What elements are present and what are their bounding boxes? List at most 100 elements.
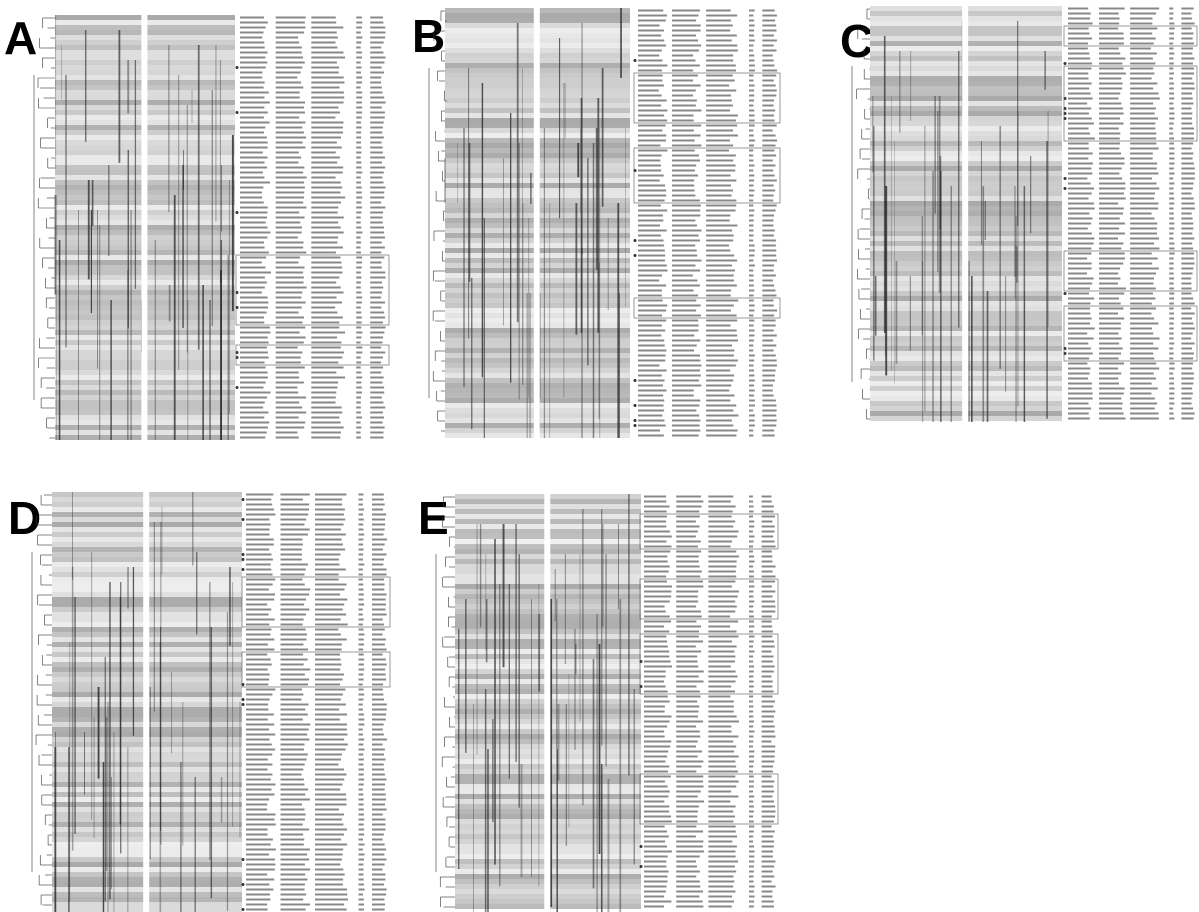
info-text — [749, 239, 754, 242]
info-text — [240, 336, 268, 339]
info-text — [749, 800, 754, 803]
info-text — [275, 36, 299, 39]
info-text — [356, 176, 361, 179]
info-text — [370, 311, 385, 314]
info-text — [638, 274, 662, 277]
info-text — [1130, 77, 1152, 80]
info-text — [1099, 362, 1125, 365]
info-text — [356, 191, 362, 194]
info-text — [356, 56, 363, 59]
info-text — [638, 324, 662, 327]
info-text — [644, 805, 670, 808]
info-text — [676, 565, 700, 568]
info-text — [275, 426, 305, 429]
info-text — [315, 688, 346, 691]
info-text — [762, 314, 775, 317]
info-text — [311, 276, 340, 279]
info-text — [676, 740, 698, 743]
info-text — [246, 878, 275, 881]
info-text — [280, 908, 306, 911]
gel-gap — [533, 8, 540, 438]
info-text — [761, 880, 772, 883]
info-text — [706, 244, 729, 247]
info-text — [280, 868, 311, 871]
info-text — [240, 46, 265, 49]
info-text — [280, 613, 306, 616]
info-text — [1068, 227, 1088, 230]
info-text — [311, 186, 343, 189]
info-text — [1068, 12, 1091, 15]
info-text — [1169, 312, 1174, 315]
info-text — [1099, 252, 1125, 255]
info-text — [372, 693, 384, 696]
info-text — [370, 116, 385, 119]
info-text — [280, 713, 308, 716]
info-text — [358, 723, 365, 726]
info-text — [315, 823, 344, 826]
info-text — [1181, 362, 1193, 365]
info-text — [372, 548, 383, 551]
info-text — [749, 790, 754, 793]
info-text — [311, 141, 337, 144]
info-text — [315, 723, 347, 726]
info-text — [676, 780, 704, 783]
info-text — [372, 833, 384, 836]
info-text — [315, 883, 343, 886]
info-text — [246, 693, 273, 696]
info-text — [356, 411, 361, 414]
info-text — [311, 26, 344, 29]
info-text — [1181, 167, 1195, 170]
info-text — [749, 129, 754, 132]
panel-label: E — [418, 492, 449, 544]
info-text — [315, 858, 342, 861]
info-text — [749, 434, 754, 437]
info-text — [1099, 237, 1118, 240]
info-text — [706, 169, 736, 172]
info-text — [676, 690, 700, 693]
info-text — [762, 339, 774, 342]
info-text — [246, 823, 276, 826]
info-text — [638, 399, 665, 402]
info-text — [246, 543, 274, 546]
info-text — [358, 678, 364, 681]
info-text — [356, 16, 362, 19]
info-text — [315, 868, 344, 871]
info-text — [672, 424, 700, 427]
info-text — [644, 745, 671, 748]
info-text — [311, 176, 336, 179]
info-text — [761, 555, 773, 558]
info-text — [315, 543, 343, 546]
info-text — [358, 553, 364, 556]
info-text — [762, 429, 775, 432]
info-text — [676, 570, 702, 573]
info-text — [749, 885, 755, 888]
info-text — [280, 623, 303, 626]
info-text — [676, 510, 700, 513]
info-text — [275, 206, 307, 209]
info-text — [275, 216, 305, 219]
info-text — [280, 858, 310, 861]
info-text — [372, 603, 386, 606]
info-text — [1068, 302, 1091, 305]
info-text — [370, 226, 384, 229]
info-text — [1068, 42, 1089, 45]
info-text — [1068, 282, 1093, 285]
info-text — [761, 715, 774, 718]
info-text — [1099, 327, 1121, 330]
info-text — [1181, 382, 1194, 385]
info-text — [1130, 152, 1153, 155]
info-text — [372, 738, 387, 741]
info-text — [1130, 122, 1156, 125]
info-text — [358, 763, 364, 766]
info-text — [370, 416, 385, 419]
info-text — [1181, 192, 1192, 195]
info-text — [762, 169, 774, 172]
info-text — [240, 211, 268, 214]
info-text — [708, 850, 736, 853]
info-text — [240, 371, 268, 374]
info-text — [311, 181, 341, 184]
info-text — [1181, 82, 1195, 85]
info-text — [315, 523, 344, 526]
info-text — [1181, 272, 1193, 275]
info-text — [762, 49, 777, 52]
